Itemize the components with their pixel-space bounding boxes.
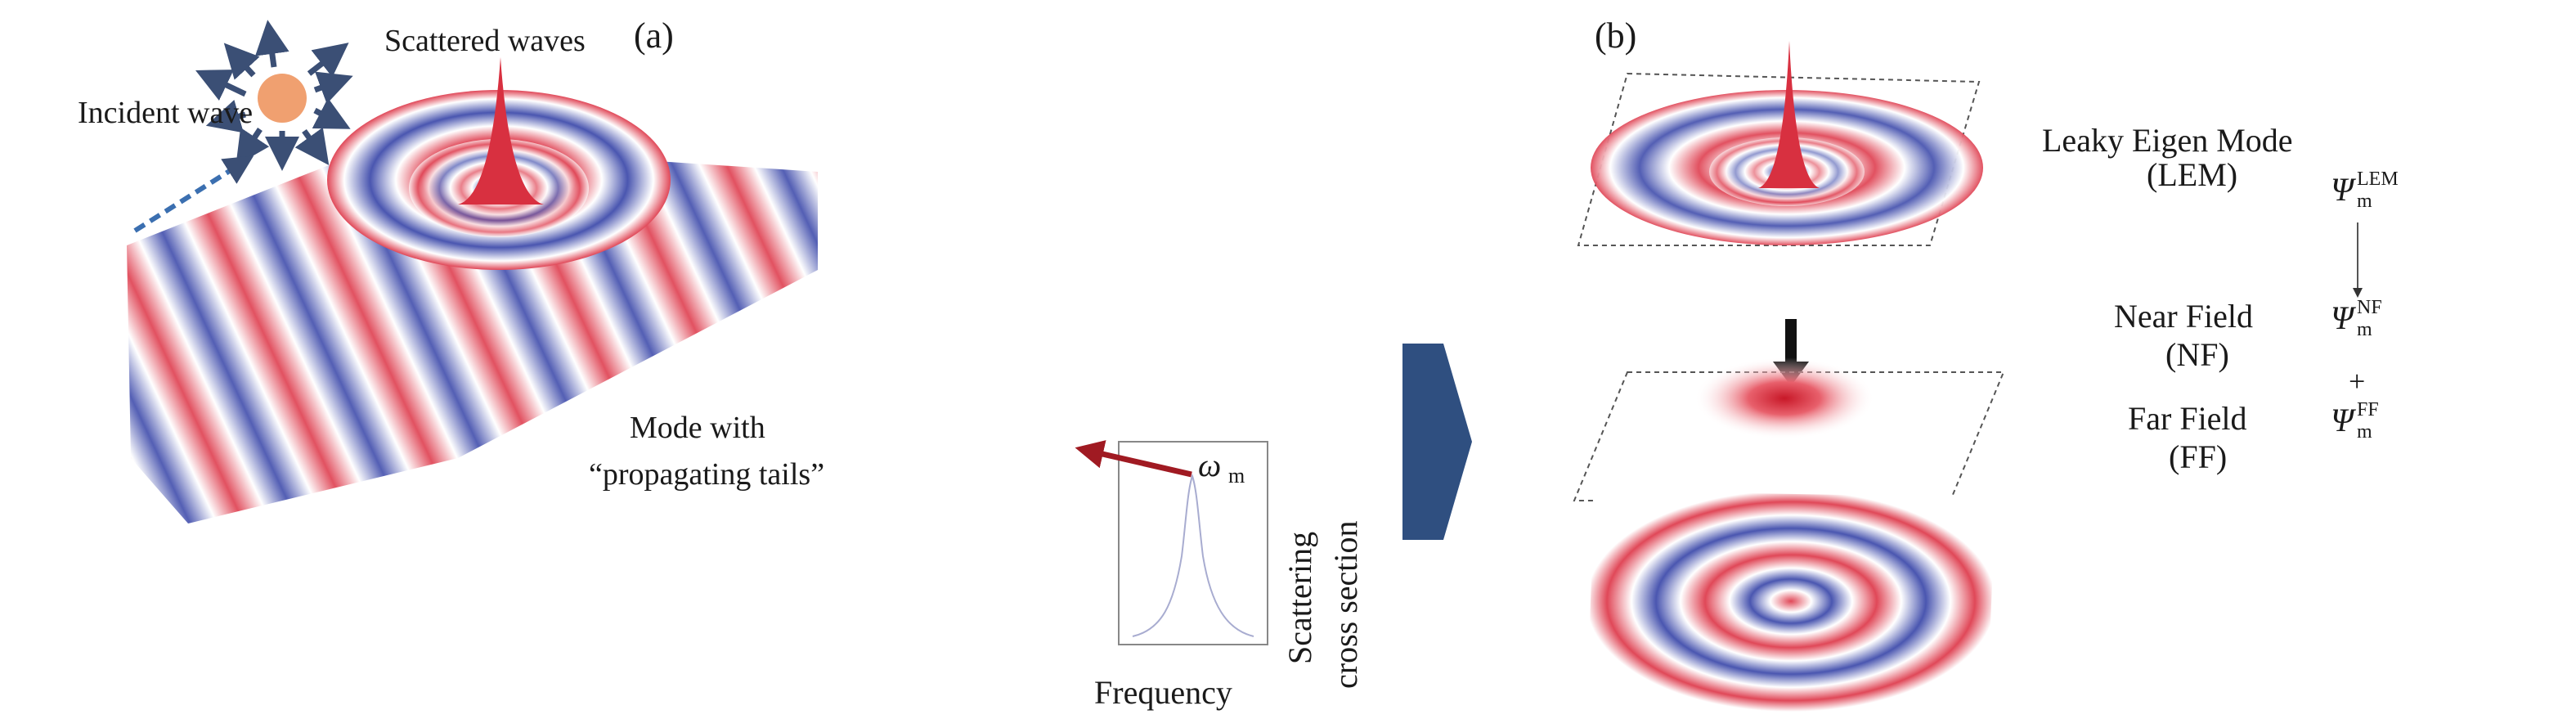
psi-superscript: FF [2357,399,2379,420]
mode-label-line2: “propagating tails” [589,457,824,492]
psi-nf: Ψ m NF [2331,297,2382,340]
near-field-plane [1573,357,2005,501]
scattered-wave-arrows [195,20,353,171]
psi-superscript: LEM [2357,169,2399,190]
mode-label-line1: Mode with [630,411,765,445]
resonance-pointer-arrow [1075,440,1192,478]
scattered-waves-label: Scattered waves [384,24,586,58]
psi-symbol: Ψ [2331,299,2357,336]
omega-symbol: ω [1198,447,1221,483]
lem-peak [1758,41,1820,188]
psi-superscript: NF [2357,297,2382,318]
psi-subscript: m [2357,319,2372,340]
nf-label-line1: Near Field [2114,298,2253,335]
incident-wave-arrow [133,155,254,233]
plus-sign: + [2349,365,2365,398]
psi-subscript: m [2357,421,2372,443]
mode-surface-plot [127,57,818,524]
incident-wave-label: Incident wave [78,96,253,130]
omega-subscript: m [1228,464,1245,488]
lem-plane [1577,41,1983,246]
nf-label-line2: (NF) [2165,336,2229,373]
psi-ff: Ψ m FF [2331,399,2379,443]
far-field-plane [1586,491,1995,712]
frequency-axis-label: Frequency [1094,674,1232,711]
mode-peak [458,57,544,204]
psi-subscript: m [2357,191,2372,212]
y-axis-label-line2: cross section [1327,520,1364,689]
ff-label-line2: (FF) [2169,438,2227,475]
psi-lem: Ψ m LEM [2331,169,2399,212]
lem-label-line2: (LEM) [2147,156,2237,193]
y-axis-label-line1: Scattering [1281,532,1318,664]
psi-symbol: Ψ [2331,171,2357,208]
resonance-curve [1132,473,1254,637]
transition-arrow-icon [1402,344,1472,540]
psi-symbol: Ψ [2331,402,2357,438]
scattering-spectrum-inset: ω m Frequency Scattering cross section [1075,440,1364,711]
panel-b-label: (b) [1595,16,1636,56]
panel-a-label: (a) [634,16,674,56]
ff-label-line1: Far Field [2128,400,2247,437]
scattering-particle-icon [195,20,353,171]
lem-label-line1: Leaky Eigen Mode [2042,122,2293,159]
